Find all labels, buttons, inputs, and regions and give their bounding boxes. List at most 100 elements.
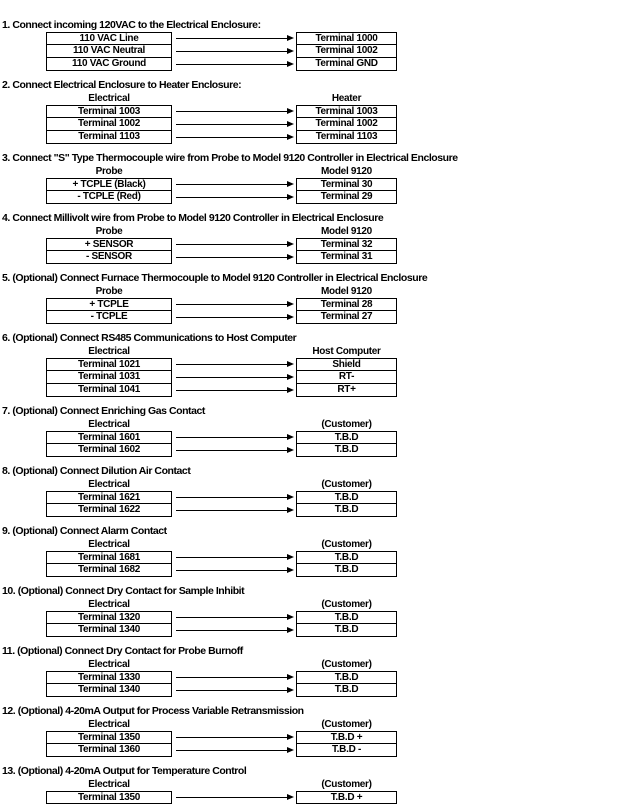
- source-terminal: + SENSOR: [46, 238, 172, 251]
- source-header: Electrical: [88, 419, 130, 430]
- arrow-head-icon: [287, 734, 294, 740]
- section-7: 7. (Optional) Connect Enriching Gas Cont…: [0, 404, 622, 457]
- arrow-head-icon: [287, 434, 294, 440]
- destination-terminal: Terminal 1002: [296, 45, 397, 58]
- connection-row: - TCPLE Terminal 27: [0, 311, 622, 324]
- arrow-head-icon: [287, 374, 294, 380]
- source-terminal: 110 VAC Line: [46, 32, 172, 45]
- arrow-head-icon: [287, 447, 294, 453]
- connection-row: 110 VAC Neutral Terminal 1002: [0, 45, 622, 58]
- arrow-head-icon: [287, 674, 294, 680]
- section-title: 10. (Optional) Connect Dry Contact for S…: [2, 585, 245, 597]
- source-terminal: Terminal 1340: [46, 624, 172, 637]
- connection-row: Terminal 1360 T.B.D -: [0, 744, 622, 757]
- connection-row: Terminal 1320 T.B.D: [0, 611, 622, 624]
- connection-row: Terminal 1340 T.B.D: [0, 624, 622, 637]
- destination-terminal: RT-: [296, 371, 397, 384]
- connection-wire: [176, 304, 287, 305]
- column-headers: Electrical (Customer): [0, 778, 622, 791]
- arrow-head-icon: [287, 494, 294, 500]
- source-terminal: Terminal 1622: [46, 504, 172, 517]
- section-3: 3. Connect "S" Type Thermocouple wire fr…: [0, 151, 622, 204]
- connection-row: Terminal 1350 T.B.D +: [0, 791, 622, 804]
- source-header: Electrical: [88, 539, 130, 550]
- column-headers: Probe Model 9120: [0, 225, 622, 238]
- source-terminal: Terminal 1682: [46, 564, 172, 577]
- destination-header: Model 9120: [321, 166, 372, 177]
- column-headers: Probe Model 9120: [0, 165, 622, 178]
- source-terminal: - TCPLE: [46, 311, 172, 324]
- destination-terminal: Terminal 1103: [296, 131, 397, 144]
- connection-wire: [176, 364, 287, 365]
- destination-terminal: Terminal GND: [296, 58, 397, 71]
- source-terminal: Terminal 1350: [46, 791, 172, 804]
- arrow-head-icon: [287, 747, 294, 753]
- connection-row: Terminal 1340 T.B.D: [0, 684, 622, 697]
- destination-header: (Customer): [321, 719, 372, 730]
- connection-wire: [176, 257, 287, 258]
- source-terminal: Terminal 1021: [46, 358, 172, 371]
- connection-wire: [176, 38, 287, 39]
- connection-wire: [176, 737, 287, 738]
- source-terminal: Terminal 1031: [46, 371, 172, 384]
- connection-row: - SENSOR Terminal 31: [0, 251, 622, 264]
- connection-wire: [176, 510, 287, 511]
- section-1: 1. Connect incoming 120VAC to the Electr…: [0, 18, 622, 71]
- section-12: 12. (Optional) 4-20mA Output for Process…: [0, 704, 622, 757]
- section-title: 1. Connect incoming 120VAC to the Electr…: [2, 19, 261, 31]
- source-terminal: Terminal 1003: [46, 105, 172, 118]
- source-header: Electrical: [88, 93, 130, 104]
- arrow-head-icon: [287, 627, 294, 633]
- source-terminal: Terminal 1330: [46, 671, 172, 684]
- source-terminal: 110 VAC Neutral: [46, 45, 172, 58]
- destination-terminal: RT+: [296, 384, 397, 397]
- connection-row: Terminal 1681 T.B.D: [0, 551, 622, 564]
- connection-wire: [176, 750, 287, 751]
- arrow-head-icon: [287, 314, 294, 320]
- connection-row: - TCPLE (Red) Terminal 29: [0, 191, 622, 204]
- destination-header: (Customer): [321, 779, 372, 790]
- column-headers: Electrical (Customer): [0, 658, 622, 671]
- source-terminal: - TCPLE (Red): [46, 191, 172, 204]
- section-title: 4. Connect Millivolt wire from Probe to …: [2, 212, 384, 224]
- source-terminal: Terminal 1350: [46, 731, 172, 744]
- destination-terminal: T.B.D: [296, 431, 397, 444]
- arrow-head-icon: [287, 35, 294, 41]
- wiring-instructions: 1. Connect incoming 120VAC to the Electr…: [0, 18, 622, 811]
- section-4: 4. Connect Millivolt wire from Probe to …: [0, 211, 622, 264]
- destination-terminal: T.B.D: [296, 624, 397, 637]
- section-title: 9. (Optional) Connect Alarm Contact: [2, 525, 167, 537]
- source-header: Electrical: [88, 779, 130, 790]
- section-13: 13. (Optional) 4-20mA Output for Tempera…: [0, 764, 622, 804]
- arrow-head-icon: [287, 121, 294, 127]
- connection-row: Terminal 1602 T.B.D: [0, 444, 622, 457]
- section-title: 2. Connect Electrical Enclosure to Heate…: [2, 79, 242, 91]
- source-terminal: Terminal 1601: [46, 431, 172, 444]
- source-header: Electrical: [88, 479, 130, 490]
- connection-row: 110 VAC Ground Terminal GND: [0, 58, 622, 71]
- connection-wire: [176, 617, 287, 618]
- destination-terminal: T.B.D: [296, 671, 397, 684]
- connection-row: + SENSOR Terminal 32: [0, 238, 622, 251]
- connection-row: Terminal 1601 T.B.D: [0, 431, 622, 444]
- connection-row: Terminal 1350 T.B.D +: [0, 731, 622, 744]
- destination-terminal: Terminal 31: [296, 251, 397, 264]
- connection-wire: [176, 64, 287, 65]
- connection-wire: [176, 111, 287, 112]
- section-6: 6. (Optional) Connect RS485 Communicatio…: [0, 331, 622, 397]
- source-terminal: - SENSOR: [46, 251, 172, 264]
- connection-wire: [176, 557, 287, 558]
- destination-terminal: T.B.D -: [296, 744, 397, 757]
- destination-terminal: T.B.D: [296, 564, 397, 577]
- connection-wire: [176, 630, 287, 631]
- destination-terminal: Terminal 27: [296, 311, 397, 324]
- destination-terminal: T.B.D +: [296, 731, 397, 744]
- destination-header: Model 9120: [321, 226, 372, 237]
- source-terminal: + TCPLE: [46, 298, 172, 311]
- arrow-head-icon: [287, 61, 294, 67]
- arrow-head-icon: [287, 614, 294, 620]
- destination-header: (Customer): [321, 479, 372, 490]
- destination-terminal: Terminal 1000: [296, 32, 397, 45]
- column-headers: Electrical (Customer): [0, 598, 622, 611]
- destination-terminal: T.B.D: [296, 551, 397, 564]
